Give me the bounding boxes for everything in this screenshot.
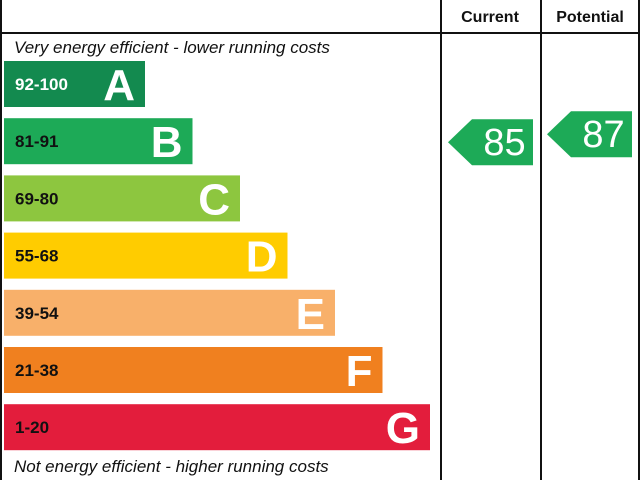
band-range-e: 39-54 bbox=[15, 304, 59, 323]
band-range-b: 81-91 bbox=[15, 132, 58, 151]
band-range-c: 69-80 bbox=[15, 189, 58, 208]
band-bar-g bbox=[4, 404, 430, 451]
band-bar-f bbox=[4, 347, 383, 393]
band-bar-a bbox=[4, 61, 145, 107]
band-letter-f: F bbox=[346, 347, 373, 396]
bottom-caption: Not energy efficient - higher running co… bbox=[14, 457, 329, 476]
current-rating-value: 85 bbox=[483, 122, 525, 164]
current-column-header: Current bbox=[461, 9, 519, 26]
rating-bands: 92-100 A 81-91 B 69-80 C 55-68 D 39-54 E 21-38 F 1-2… bbox=[4, 61, 430, 453]
band-letter-d: D bbox=[246, 233, 278, 282]
band-bar-e bbox=[4, 289, 335, 336]
potential-rating-value: 87 bbox=[582, 114, 624, 156]
band-bar-d bbox=[4, 232, 288, 279]
current-rating-marker: 85 bbox=[448, 119, 533, 166]
band-letter-e: E bbox=[296, 290, 325, 339]
band-range-d: 55-68 bbox=[15, 247, 58, 266]
band-range-a: 92-100 bbox=[15, 75, 68, 94]
band-bar-b bbox=[4, 118, 193, 165]
band-range-g: 1-20 bbox=[15, 418, 49, 437]
band-bar-c bbox=[4, 175, 240, 222]
current-rating-arrow bbox=[448, 119, 533, 166]
potential-rating-marker: 87 bbox=[547, 111, 632, 158]
potential-column-header: Potential bbox=[556, 9, 624, 26]
band-letter-g: G bbox=[386, 404, 420, 453]
band-letter-a: A bbox=[103, 61, 135, 110]
top-caption: Very energy efficient - lower running co… bbox=[14, 38, 330, 57]
potential-rating-arrow bbox=[547, 111, 632, 158]
band-letter-c: C bbox=[198, 175, 230, 224]
band-range-f: 21-38 bbox=[15, 361, 58, 380]
band-letter-b: B bbox=[151, 118, 183, 167]
